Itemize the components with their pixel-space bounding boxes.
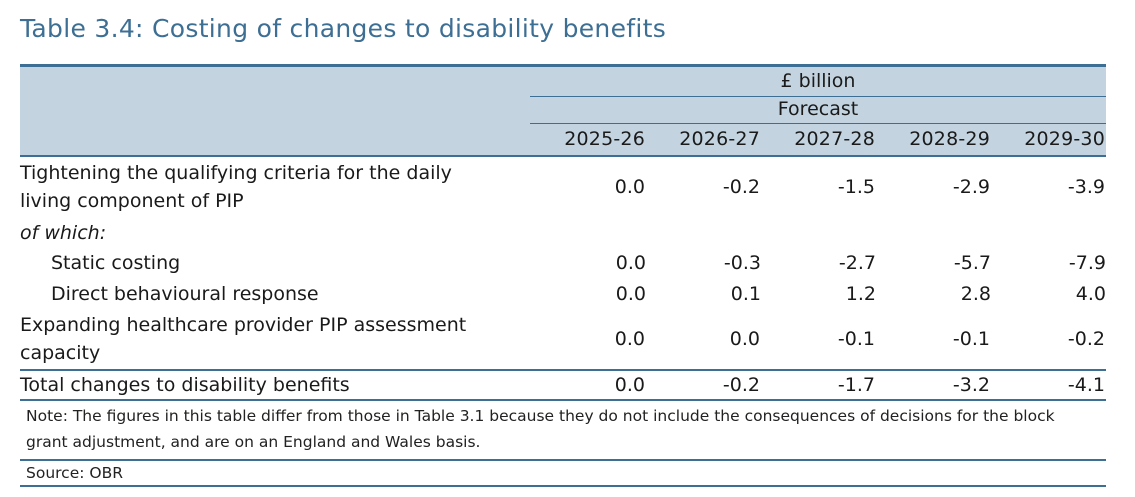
- row-label-line: Expanding healthcare provider PIP assess…: [20, 314, 467, 336]
- cell: 1.2: [845, 283, 876, 305]
- cell: -0.2: [1067, 328, 1105, 350]
- cell: -3.9: [1067, 176, 1105, 198]
- table-row: of which:: [20, 219, 1106, 247]
- row-label: Expanding healthcare provider PIP assess…: [20, 311, 530, 367]
- cell: -0.2: [722, 176, 760, 198]
- top-rule: [20, 64, 1106, 67]
- cell: -7.9: [1068, 252, 1106, 274]
- total-label: Total changes to disability benefits: [20, 374, 350, 396]
- total-values: 0.0 -0.2 -1.7 -3.2 -4.1: [530, 374, 1105, 396]
- row-values: 0.0 0.1 1.2 2.8 4.0: [531, 283, 1106, 305]
- row-values: 0.0 -0.3 -2.7 -5.7 -7.9: [531, 252, 1106, 274]
- cell: 0.0: [614, 374, 645, 396]
- table-row: Tightening the qualifying criteria for t…: [20, 159, 1106, 215]
- year-header: 2026-27: [679, 128, 760, 150]
- total-rule: [20, 369, 1106, 371]
- cell: -0.3: [723, 252, 761, 274]
- cell: -1.7: [837, 374, 875, 396]
- cell: -3.2: [952, 374, 990, 396]
- cell: 4.0: [1075, 283, 1106, 305]
- row-label: of which:: [20, 222, 107, 244]
- table-row: Direct behavioural response 0.0 0.1 1.2 …: [20, 280, 1106, 308]
- row-label-line: living component of PIP: [20, 190, 244, 212]
- table-note: Note: The figures in this table differ f…: [26, 407, 1055, 451]
- forecast-label: Forecast: [530, 98, 1106, 124]
- note-rule: [20, 399, 1106, 401]
- cell: -5.7: [953, 252, 991, 274]
- cell: -2.9: [952, 176, 990, 198]
- year-header: 2027-28: [794, 128, 875, 150]
- bottom-rule: [20, 485, 1106, 487]
- cell: 0.0: [614, 176, 645, 198]
- year-header: 2028-29: [909, 128, 990, 150]
- row-label-line: capacity: [20, 342, 101, 364]
- cell: -0.1: [952, 328, 990, 350]
- cell: -0.1: [837, 328, 875, 350]
- cell: 0.0: [614, 328, 645, 350]
- unit-label: £ billion: [530, 70, 1106, 97]
- table-row: Expanding healthcare provider PIP assess…: [20, 311, 1106, 367]
- table-row: Static costing 0.0 -0.3 -2.7 -5.7 -7.9: [20, 249, 1106, 277]
- header-rule: [20, 155, 1106, 157]
- cell: -4.1: [1067, 374, 1105, 396]
- row-label-line: Tightening the qualifying criteria for t…: [20, 162, 452, 184]
- cell: -0.2: [722, 374, 760, 396]
- table-title: Table 3.4: Costing of changes to disabil…: [20, 14, 667, 43]
- cell: 0.0: [615, 252, 646, 274]
- cell: 0.1: [730, 283, 761, 305]
- row-label: Static costing: [51, 252, 181, 274]
- cell: 2.8: [960, 283, 991, 305]
- table-body: Tightening the qualifying criteria for t…: [20, 157, 1106, 369]
- table-source: Source: OBR: [26, 464, 123, 482]
- row-label: Tightening the qualifying criteria for t…: [20, 159, 530, 215]
- year-header: 2025-26: [564, 128, 645, 150]
- costing-table: £ billion Forecast 2025-26 2026-27 2027-…: [20, 64, 1106, 487]
- cell: 0.0: [729, 328, 760, 350]
- cell: -1.5: [837, 176, 875, 198]
- row-values: 0.0 -0.2 -1.5 -2.9 -3.9: [530, 176, 1105, 198]
- source-rule: [20, 459, 1106, 461]
- cell: -2.7: [838, 252, 876, 274]
- row-label: Direct behavioural response: [51, 283, 319, 305]
- row-values: 0.0 0.0 -0.1 -0.1 -0.2: [530, 328, 1105, 350]
- total-row: Total changes to disability benefits 0.0…: [20, 371, 1106, 399]
- year-headers: 2025-26 2026-27 2027-28 2028-29 2029-30: [530, 128, 1106, 150]
- year-header: 2029-30: [1024, 128, 1105, 150]
- cell: 0.0: [615, 283, 646, 305]
- table-header: £ billion Forecast 2025-26 2026-27 2027-…: [20, 67, 1106, 155]
